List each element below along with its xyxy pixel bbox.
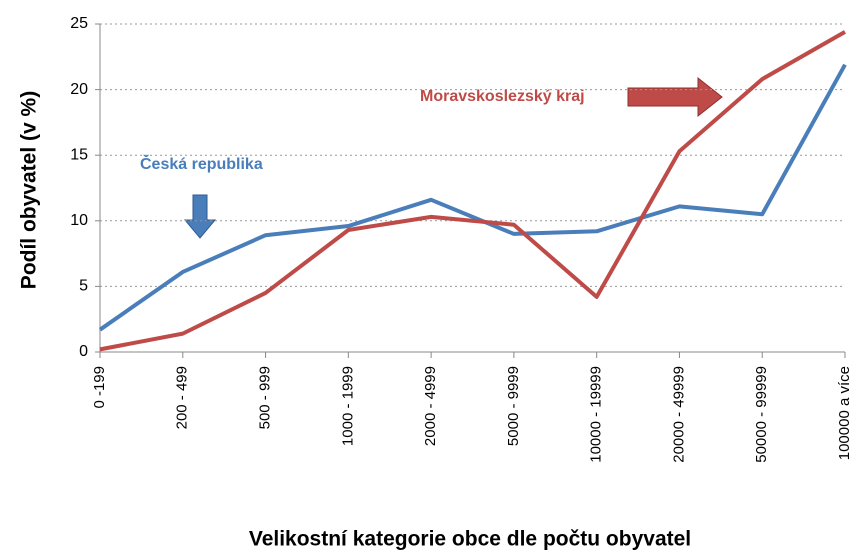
x-tick-label: 100000 a více bbox=[836, 366, 853, 460]
y-tick-label: 15 bbox=[70, 146, 88, 163]
y-tick-label: 10 bbox=[70, 212, 88, 229]
x-tick-label: 5000 - 9999 bbox=[505, 366, 522, 446]
line-series bbox=[99, 30, 846, 352]
arrow-cr bbox=[183, 194, 217, 239]
x-tick-label: 0 -199 bbox=[91, 366, 108, 409]
x-axis-title: Velikostní kategorie obce dle počtu obyv… bbox=[249, 528, 691, 551]
series-label: Moravskoslezský kraj bbox=[420, 88, 585, 105]
x-tick-label: 500 - 999 bbox=[257, 366, 274, 429]
arrow-msk bbox=[627, 76, 723, 118]
x-tick-label: 10000 - 19999 bbox=[588, 366, 605, 463]
series-label: Česká republika bbox=[140, 154, 263, 173]
y-tick-label: 0 bbox=[79, 343, 88, 360]
x-tick-label: 2000 - 4999 bbox=[422, 366, 439, 446]
y-tick-label: 25 bbox=[70, 15, 88, 32]
y-tick-label: 5 bbox=[79, 278, 88, 295]
x-tick-label: 200 - 499 bbox=[174, 366, 191, 429]
x-tick-label: 1000 - 1999 bbox=[339, 366, 356, 446]
x-tick-label: 20000 - 49999 bbox=[670, 366, 687, 463]
y-axis-title: Podíl obyvatel (v %) bbox=[18, 91, 41, 289]
y-tick-label: 20 bbox=[70, 81, 88, 98]
x-tick-label: 50000 - 99999 bbox=[753, 366, 770, 463]
line-series bbox=[98, 63, 847, 332]
